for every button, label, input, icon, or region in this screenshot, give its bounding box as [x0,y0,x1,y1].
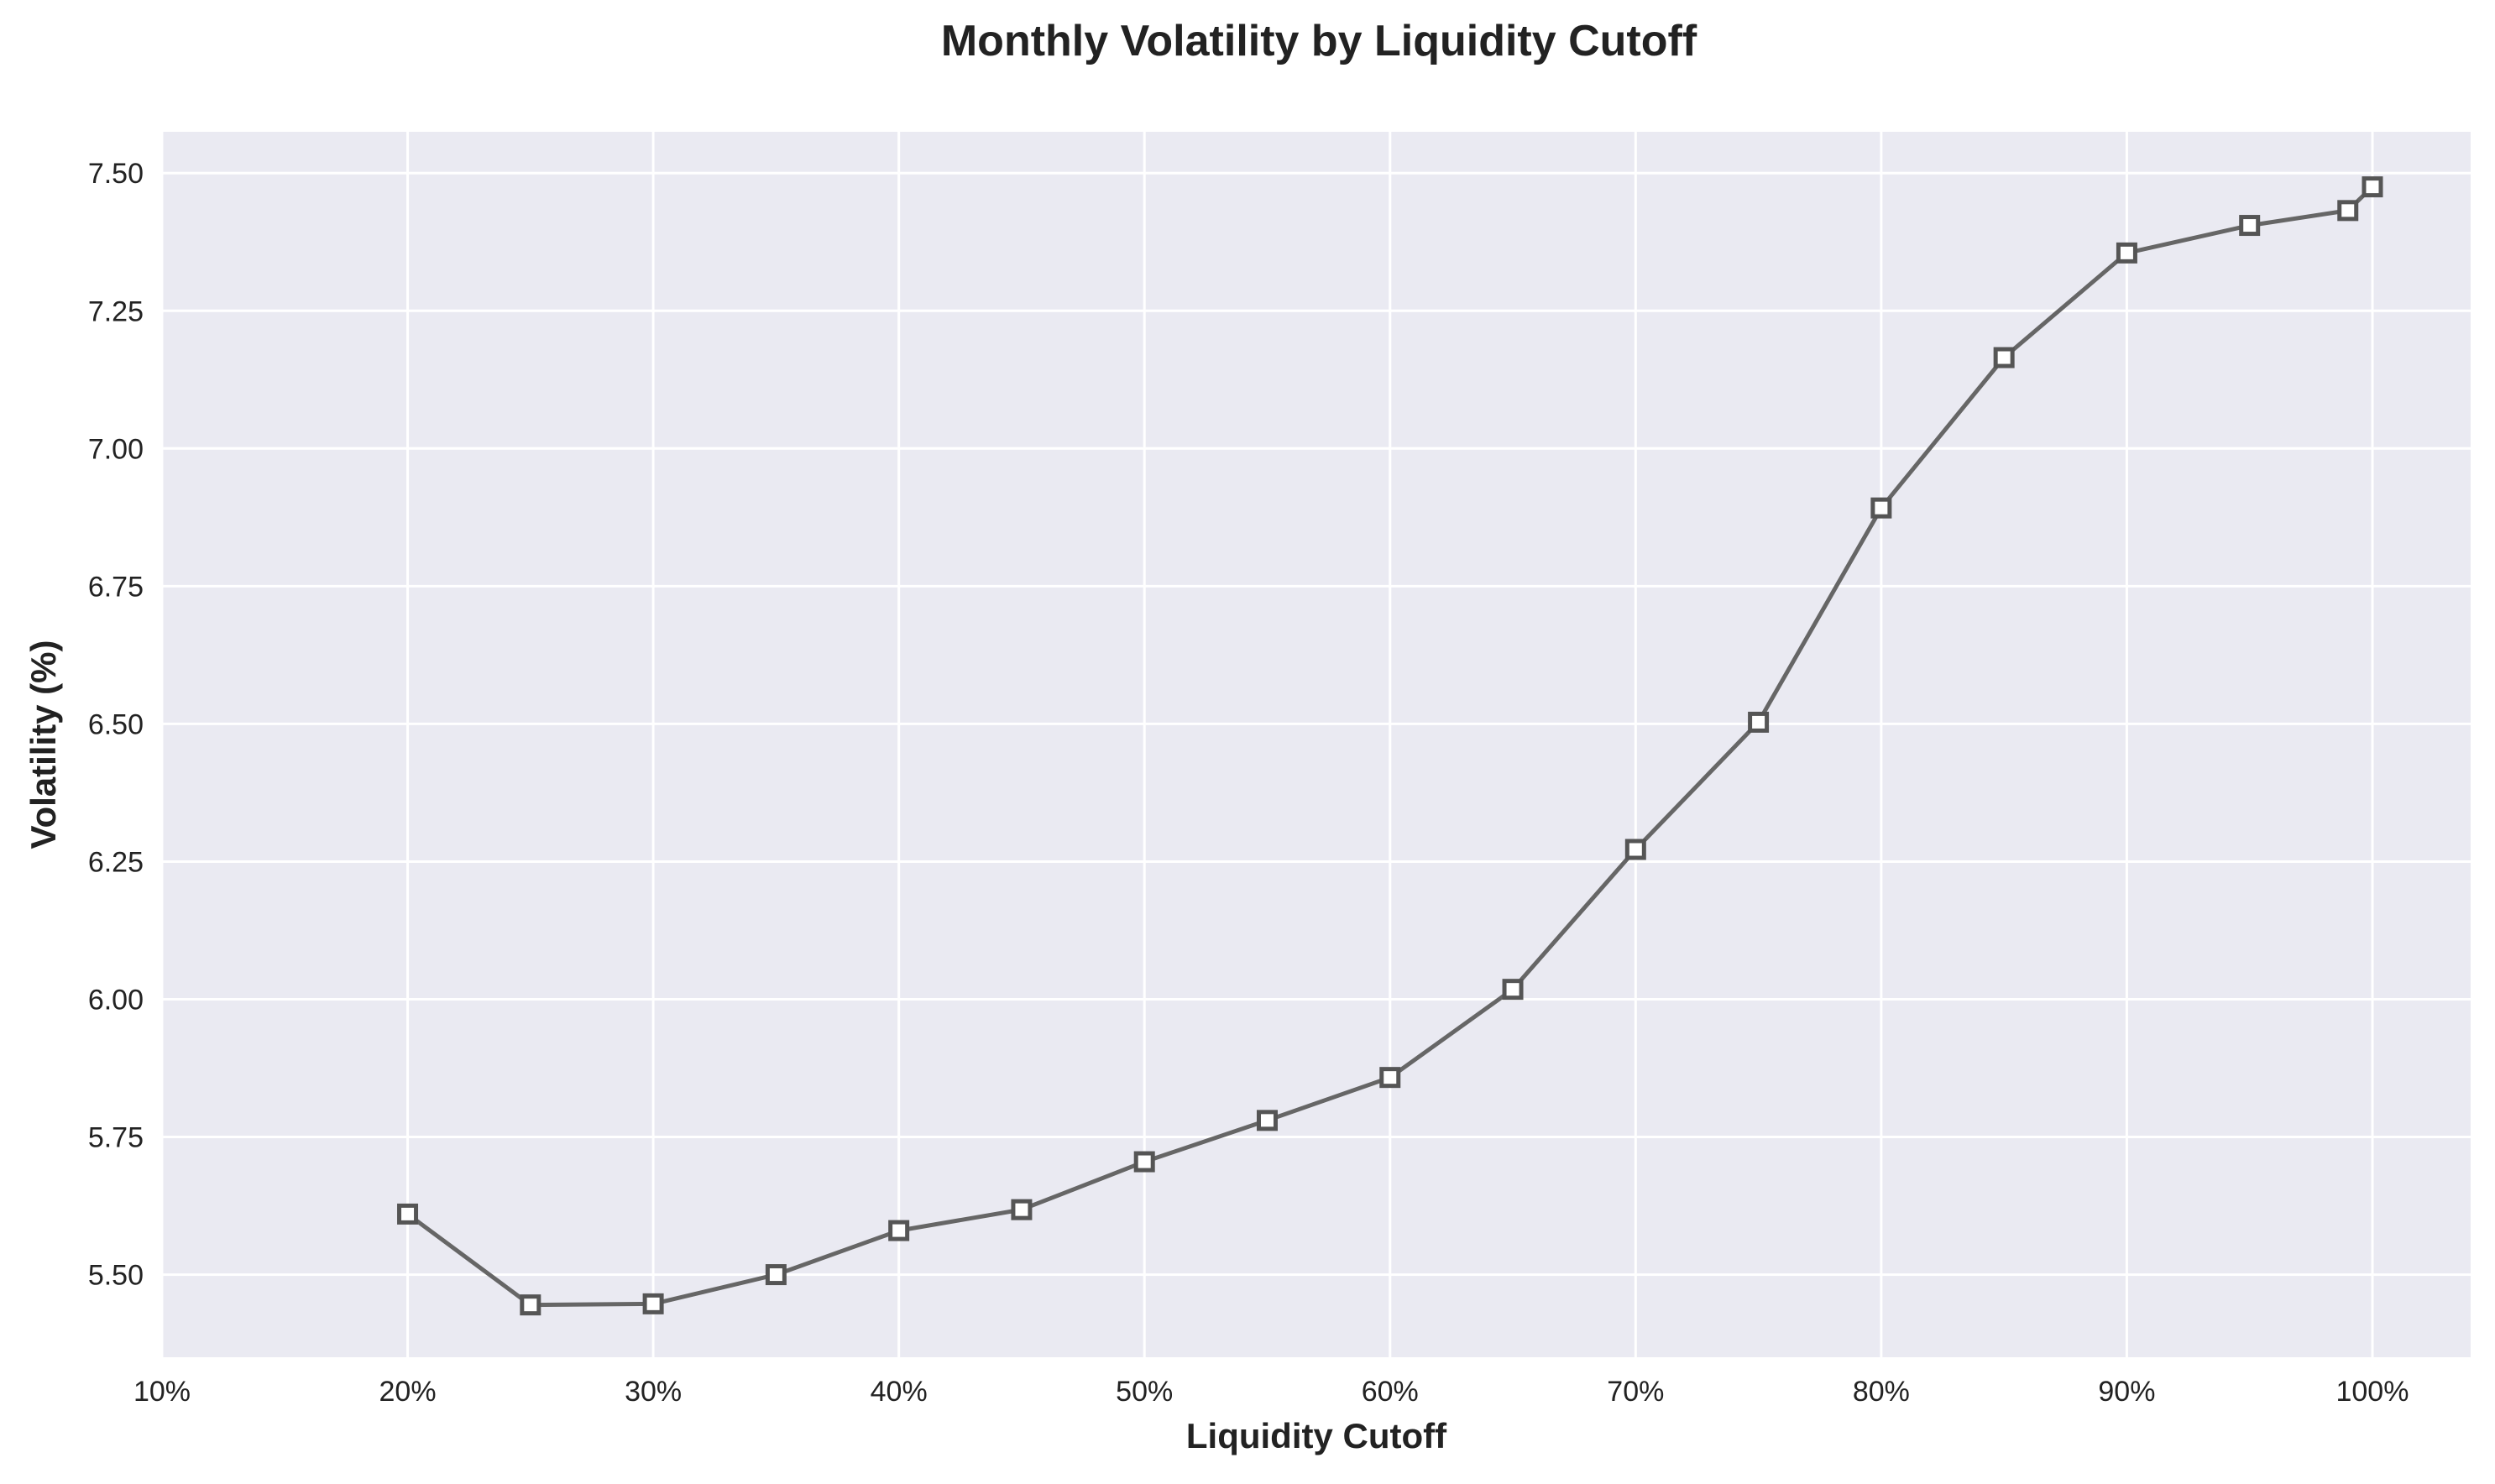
y-tick-label: 5.50 [88,1260,144,1292]
data-point [1502,979,1524,1001]
data-point [397,1203,419,1225]
y-tick-label: 7.50 [88,158,144,190]
x-tick-label: 40% [871,1376,928,1408]
data-point [1748,711,1770,733]
data-point [2362,176,2383,198]
data-point [642,1293,664,1314]
data-point [520,1294,541,1316]
x-tick-label: 50% [1116,1376,1173,1408]
x-tick-label: 30% [625,1376,682,1408]
data-point [1133,1151,1155,1173]
data-point [1624,839,1646,860]
data-point [1256,1110,1278,1131]
x-tick-label: 60% [1362,1376,1419,1408]
x-tick-label: 70% [1607,1376,1664,1408]
y-tick-label: 5.75 [88,1122,144,1154]
grid [160,132,2471,1357]
x-tick-label: 90% [2098,1376,2155,1408]
ticks: 10% 20% 30% 40% 50% 60% 70% 80% 90% 100% 5.50 5.75 6… [88,158,2409,1408]
x-axis-label: Liquidity Cutoff [1186,1416,1447,1455]
x-tick-label: 80% [1853,1376,1910,1408]
y-tick-label: 6.25 [88,846,144,878]
x-tick-label: 10% [133,1376,191,1408]
y-tick-label: 6.75 [88,571,144,603]
data-point [2116,242,2137,264]
data-point [1011,1199,1033,1220]
y-tick-label: 6.50 [88,708,144,740]
data-point [1993,347,2015,368]
data-point [2239,215,2261,237]
x-tick-label: 20% [379,1376,437,1408]
plot-area [162,132,2471,1357]
data-point [2337,200,2359,222]
chart-title: Monthly Volatility by Liquidity Cutoff [941,17,1697,65]
series-line [406,185,2374,1308]
series [397,176,2383,1316]
y-axis-label: Volatility (%) [24,640,63,849]
data-point [1379,1067,1401,1089]
data-point [888,1220,910,1241]
data-point [765,1264,787,1286]
x-tick-label: 100% [2335,1376,2409,1408]
data-point [1870,497,1892,519]
y-tick-label: 6.00 [88,984,144,1016]
y-tick-label: 7.25 [88,295,144,327]
y-tick-label: 7.00 [88,433,144,465]
